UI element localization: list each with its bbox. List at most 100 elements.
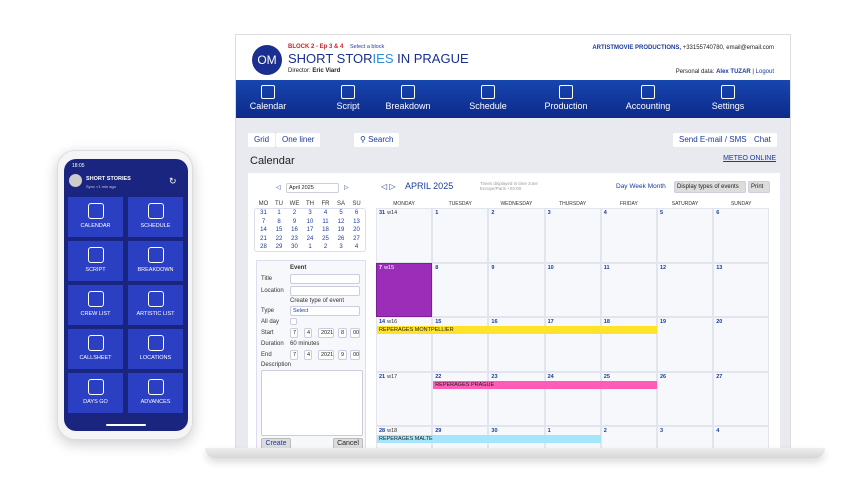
mini-date[interactable]: 1 xyxy=(277,210,281,216)
mini-date[interactable]: 2 xyxy=(292,210,297,216)
tile-locations[interactable]: LOCATIONS xyxy=(128,329,183,369)
day-cell[interactable]: 21 w17 xyxy=(376,371,433,426)
nav-accounting[interactable]: Accounting xyxy=(616,80,680,118)
day-cell[interactable]: 3 xyxy=(657,426,714,450)
day-cell[interactable]: 2 xyxy=(488,208,545,263)
mini-date[interactable]: 5 xyxy=(339,210,343,216)
mini-date[interactable]: 12 xyxy=(337,218,345,225)
day-cell[interactable]: 12 xyxy=(657,262,714,317)
end-month-input[interactable]: 4 xyxy=(304,350,312,360)
end-hour-input[interactable]: 9 xyxy=(338,350,347,360)
day-cell[interactable]: 27 xyxy=(713,371,770,426)
mini-date[interactable]: 3 xyxy=(308,210,312,216)
day-cell[interactable]: 8 xyxy=(432,262,489,317)
display-types-button[interactable]: Display types of events xyxy=(674,181,746,193)
all-day-checkbox[interactable] xyxy=(290,318,297,325)
start-month-input[interactable]: 4 xyxy=(304,328,312,338)
day-cell[interactable]: 20 xyxy=(713,317,770,372)
chat-button[interactable]: Chat xyxy=(748,133,777,147)
mini-date[interactable]: 29 xyxy=(275,244,283,250)
day-cell[interactable]: 1 xyxy=(432,208,489,263)
start-minute-input[interactable]: 00 xyxy=(350,328,360,338)
tile-days-go[interactable]: DAYS GO xyxy=(68,373,123,413)
mini-date[interactable]: 21 xyxy=(260,235,267,242)
one-liner-button[interactable]: One liner xyxy=(276,133,321,147)
select-block-link[interactable]: Select a block xyxy=(350,44,385,50)
mini-date[interactable]: 28 xyxy=(260,244,267,250)
mini-month-select[interactable]: April 2025 xyxy=(286,183,339,193)
mini-date[interactable]: 9 xyxy=(292,218,297,225)
mini-date[interactable]: 31 xyxy=(260,210,267,216)
mini-date[interactable]: 8 xyxy=(277,218,281,225)
type-select[interactable]: Select xyxy=(290,306,360,316)
day-cell[interactable]: 26 xyxy=(657,371,714,426)
mini-date[interactable]: 11 xyxy=(322,218,329,225)
logout-link[interactable]: Logout xyxy=(755,69,774,75)
meteo-link[interactable]: METEO ONLINE xyxy=(723,155,776,162)
day-cell[interactable]: 2 xyxy=(600,426,657,450)
mini-date[interactable]: 14 xyxy=(260,227,267,233)
tile-crew-list[interactable]: CREW LIST xyxy=(68,285,123,325)
nav-schedule[interactable]: Schedule xyxy=(456,80,520,118)
day-cell[interactable]: 19 xyxy=(657,317,714,372)
tile-script[interactable]: SCRIPT xyxy=(68,241,123,281)
day-cell[interactable]: 10 xyxy=(544,262,601,317)
mini-date[interactable]: 23 xyxy=(291,235,298,242)
day-cell[interactable]: 11 xyxy=(600,262,657,317)
day-cell[interactable]: 4 xyxy=(713,426,770,450)
refresh-icon[interactable]: ↻ xyxy=(169,176,177,186)
nav-calendar[interactable]: Calendar xyxy=(236,80,300,118)
mini-date[interactable]: 15 xyxy=(275,227,283,233)
start-hour-input[interactable]: 8 xyxy=(338,328,347,338)
nav-settings[interactable]: Settings xyxy=(696,80,760,118)
mini-date[interactable]: 16 xyxy=(291,227,298,233)
event-bar[interactable]: REPERAGES MONTPELLIER xyxy=(377,326,657,334)
day-cell[interactable]: 4 xyxy=(600,208,657,263)
mini-date[interactable]: 4 xyxy=(354,244,359,250)
day-cell[interactable]: 7 w15 xyxy=(376,262,433,317)
day-cell[interactable]: 5 xyxy=(657,208,714,263)
next-month-icon[interactable]: ▷ xyxy=(344,185,349,191)
mini-date[interactable]: 2 xyxy=(323,244,328,250)
mini-date[interactable]: 17 xyxy=(306,227,314,233)
mini-date[interactable]: 7 xyxy=(261,218,266,225)
tile-advances[interactable]: ADVANCES xyxy=(128,373,183,413)
mini-date[interactable]: 20 xyxy=(353,227,360,233)
tile-breakdown[interactable]: BREAKDOWN xyxy=(128,241,183,281)
tile-callsheet[interactable]: CALLSHEET xyxy=(68,329,123,369)
event-bar[interactable]: REPERAGES MALTE xyxy=(377,435,601,443)
mini-date[interactable]: 6 xyxy=(354,210,359,216)
nav-production[interactable]: Production xyxy=(534,80,598,118)
location-input[interactable] xyxy=(290,286,360,296)
mini-date[interactable]: 22 xyxy=(275,235,283,242)
description-textarea[interactable] xyxy=(261,370,363,436)
print-button[interactable]: Print xyxy=(748,181,770,193)
nav-script[interactable]: Script xyxy=(316,80,380,118)
create-type-link[interactable]: Create type of event xyxy=(290,298,345,304)
mini-date[interactable]: 27 xyxy=(353,235,360,242)
mini-date[interactable]: 26 xyxy=(337,235,345,242)
day-cell[interactable]: 13 xyxy=(713,262,770,317)
mini-date[interactable]: 18 xyxy=(322,227,329,233)
mini-date[interactable]: 24 xyxy=(306,235,314,242)
grid-button[interactable]: Grid xyxy=(248,133,276,147)
day-view-link[interactable]: Day xyxy=(616,183,628,190)
user-link[interactable]: Alex TUZAR xyxy=(716,69,751,75)
day-cell[interactable]: 9 xyxy=(488,262,545,317)
month-view-link[interactable]: Month xyxy=(647,183,666,190)
mini-date[interactable]: 19 xyxy=(337,227,345,233)
end-day-input[interactable]: 7 xyxy=(290,350,298,360)
mini-date[interactable]: 13 xyxy=(353,218,360,225)
week-view-link[interactable]: Week xyxy=(629,183,646,190)
mini-date[interactable]: 25 xyxy=(322,235,329,242)
end-year-input[interactable]: 2021 xyxy=(318,350,334,360)
duration-link[interactable]: Duration xyxy=(261,341,284,347)
start-day-input[interactable]: 7 xyxy=(290,328,298,338)
nav-breakdown[interactable]: Breakdown xyxy=(376,80,440,118)
event-bar[interactable]: REPERAGES PRAGUE xyxy=(433,380,657,389)
day-cell[interactable]: 31 w14 xyxy=(376,208,433,263)
mini-date[interactable]: 1 xyxy=(308,244,312,250)
start-year-input[interactable]: 2021 xyxy=(318,328,334,338)
mini-date[interactable]: 30 xyxy=(291,244,298,250)
mini-date[interactable]: 4 xyxy=(323,210,328,216)
